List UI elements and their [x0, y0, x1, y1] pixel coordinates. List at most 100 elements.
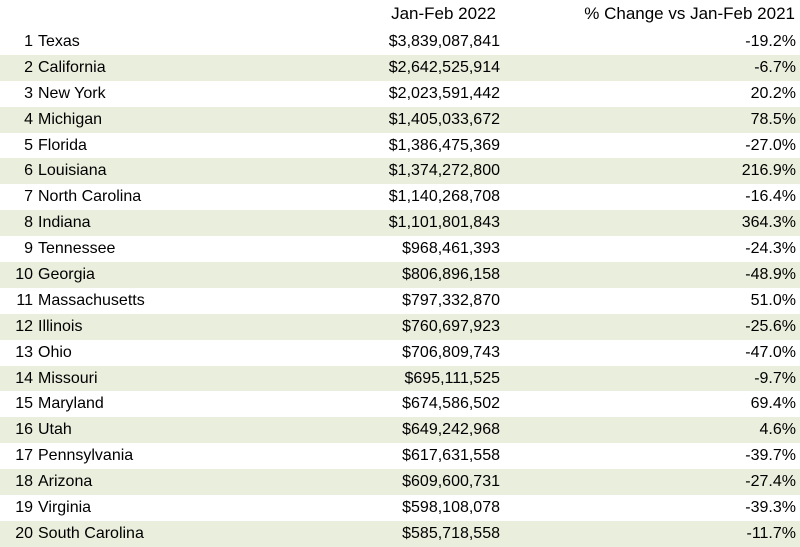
change-cell: -47.0% [745, 343, 796, 361]
state-cell: Pennsylvania [38, 447, 134, 465]
change-cell: -48.9% [745, 265, 796, 283]
value-cell: $806,896,158 [402, 265, 500, 283]
state-cell: Florida [38, 136, 87, 154]
table-row: 7 North Carolina $1,140,268,708 -16.4% [0, 184, 800, 210]
rank-cell: 19 [15, 498, 33, 516]
rank-cell: 2 [24, 58, 33, 76]
change-cell: 69.4% [750, 395, 796, 413]
state-cell: Georgia [38, 265, 95, 283]
rank-cell: 9 [24, 240, 33, 258]
change-cell: -25.6% [745, 317, 796, 335]
value-cell: $2,023,591,442 [388, 84, 500, 102]
state-cell: California [38, 58, 106, 76]
table-row: 17 Pennsylvania $617,631,558 -39.7% [0, 443, 800, 469]
table-row: 18 Arizona $609,600,731 -27.4% [0, 469, 800, 496]
state-cell: New York [38, 84, 106, 102]
table-row: 19 Virginia $598,108,078 -39.3% [0, 495, 800, 521]
column-header-change: % Change vs Jan-Feb 2021 [584, 4, 795, 23]
column-header-value: Jan-Feb 2022 [391, 4, 496, 23]
state-cell: Arizona [38, 473, 93, 491]
change-cell: 4.6% [759, 421, 796, 439]
rank-cell: 12 [15, 317, 33, 335]
table-row: 5 Florida $1,386,475,369 -27.0% [0, 133, 800, 159]
state-cell: Indiana [38, 214, 91, 232]
value-cell: $797,332,870 [402, 291, 500, 309]
state-cell: South Carolina [38, 524, 144, 542]
change-cell: -16.4% [745, 188, 796, 206]
change-cell: -9.7% [754, 369, 796, 387]
rank-cell: 1 [24, 32, 33, 50]
change-cell: -39.3% [745, 498, 796, 516]
change-cell: -27.0% [745, 136, 796, 154]
state-cell: Ohio [38, 343, 72, 361]
state-cell: Utah [38, 421, 72, 439]
table-header: Jan-Feb 2022 % Change vs Jan-Feb 2021 [0, 0, 800, 29]
change-cell: -39.7% [745, 447, 796, 465]
table-row: 6 Louisiana $1,374,272,800 216.9% [0, 158, 800, 185]
table-row: 2 California $2,642,525,914 -6.7% [0, 54, 800, 81]
change-cell: 364.3% [741, 214, 796, 232]
rank-cell: 11 [16, 291, 33, 309]
rank-cell: 13 [15, 343, 33, 361]
rank-cell: 10 [15, 265, 33, 283]
rank-cell: 5 [24, 136, 33, 154]
table-row: 14 Missouri $695,111,525 -9.7% [0, 365, 800, 392]
state-cell: Illinois [38, 317, 83, 335]
value-cell: $585,718,558 [402, 524, 500, 542]
value-cell: $1,386,475,369 [388, 136, 500, 154]
rank-cell: 6 [24, 162, 33, 180]
table-row: 8 Indiana $1,101,801,843 364.3% [0, 210, 800, 237]
state-cell: Missouri [38, 369, 98, 387]
value-cell: $1,405,033,672 [388, 110, 500, 128]
state-cell: Massachusetts [38, 291, 145, 309]
rank-cell: 8 [24, 214, 33, 232]
table-row: 10 Georgia $806,896,158 -48.9% [0, 262, 800, 288]
table-row: 11 Massachusetts $797,332,870 51.0% [0, 288, 800, 314]
change-cell: 78.5% [750, 110, 796, 128]
state-cell: Texas [38, 32, 80, 50]
value-cell: $1,101,801,843 [388, 214, 500, 232]
change-cell: 51.0% [750, 291, 796, 309]
rank-cell: 18 [15, 473, 33, 491]
value-cell: $2,642,525,914 [388, 58, 500, 76]
table-row: 20 South Carolina $585,718,558 -11.7% [0, 520, 800, 547]
value-cell: $609,600,731 [402, 473, 500, 491]
value-cell: $598,108,078 [402, 498, 500, 516]
table-row: 1 Texas $3,839,087,841 -19.2% [0, 29, 800, 55]
value-cell: $706,809,743 [402, 343, 500, 361]
change-cell: -11.7% [746, 524, 796, 542]
rank-cell: 14 [15, 369, 33, 387]
state-cell: Maryland [38, 395, 104, 413]
table-body: 1 Texas $3,839,087,841 -19.2% 2 California $2,… [0, 29, 800, 547]
rank-cell: 4 [24, 110, 33, 128]
value-cell: $1,374,272,800 [388, 162, 500, 180]
rank-cell: 7 [24, 188, 33, 206]
state-cell: Virginia [38, 498, 92, 516]
value-cell: $695,111,525 [404, 369, 501, 387]
value-cell: $617,631,558 [402, 447, 500, 465]
rank-cell: 20 [15, 524, 33, 542]
table-row: 4 Michigan $1,405,033,672 78.5% [0, 106, 800, 133]
rank-cell: 15 [15, 395, 33, 413]
value-cell: $1,140,268,708 [388, 188, 500, 206]
table-row: 3 New York $2,023,591,442 20.2% [0, 81, 800, 107]
change-cell: 216.9% [741, 162, 796, 180]
change-cell: -27.4% [745, 473, 796, 491]
value-cell: $3,839,087,841 [388, 32, 500, 50]
rank-cell: 16 [15, 421, 33, 439]
value-cell: $649,242,968 [402, 421, 500, 439]
table-row: 15 Maryland $674,586,502 69.4% [0, 391, 800, 417]
change-cell: 20.2% [750, 84, 796, 102]
rank-cell: 3 [24, 84, 33, 102]
state-cell: Michigan [38, 110, 103, 128]
state-cell: North Carolina [38, 188, 142, 206]
table-row: 12 Illinois $760,697,923 -25.6% [0, 313, 800, 340]
value-cell: $674,586,502 [402, 395, 500, 413]
state-cell: Louisiana [38, 162, 107, 180]
change-cell: -19.2% [745, 32, 796, 50]
change-cell: -6.7% [754, 58, 796, 76]
table-row: 13 Ohio $706,809,743 -47.0% [0, 340, 800, 366]
change-cell: -24.3% [745, 240, 796, 258]
table-row: 9 Tennessee $968,461,393 -24.3% [0, 236, 800, 262]
